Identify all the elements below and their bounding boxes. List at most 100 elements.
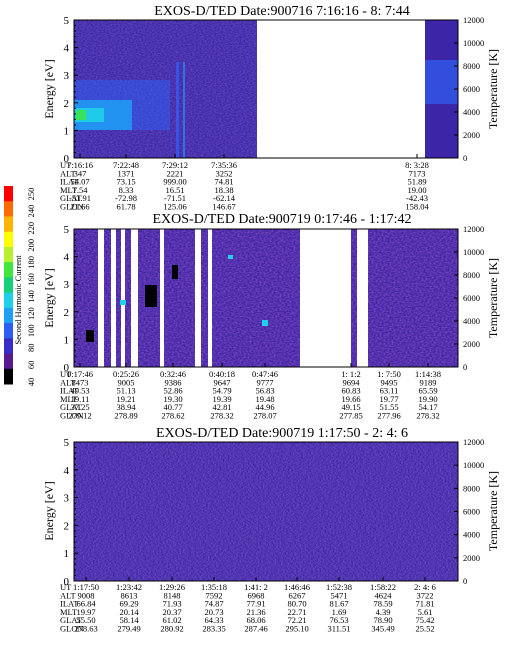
colorbar-swatch xyxy=(4,307,13,324)
info-row-label: MLT xyxy=(60,394,78,404)
info-cell: 1:41: 2 xyxy=(244,582,268,592)
info-cell: 279.49 xyxy=(117,624,140,634)
panel-2-gap-right xyxy=(300,229,351,367)
info-cell: 60.83 xyxy=(341,386,360,396)
info-cell: 279.12 xyxy=(68,411,91,421)
colorbar-swatch xyxy=(4,323,13,339)
info-cell: 6267 xyxy=(289,590,306,600)
panel-2-gap-c xyxy=(121,229,125,367)
y-tick-label: 4 xyxy=(64,252,70,264)
info-cell: 74.87 xyxy=(204,599,223,609)
colorbar-swatch xyxy=(4,368,13,385)
info-cell: 0:25:26 xyxy=(113,369,139,379)
info-cell: 69.29 xyxy=(119,599,138,609)
panel-1-green-band xyxy=(76,110,86,120)
colorbar-swatch xyxy=(4,246,13,263)
y-right-tick-label: 12000 xyxy=(463,224,484,234)
panel-2-black-c xyxy=(172,265,178,279)
panel-1: EXOS-D/TED Date:900716 7:16:16 - 8: 7:44… xyxy=(42,4,500,212)
panel-2-gap-d xyxy=(131,229,138,367)
colorbar-swatch xyxy=(4,277,13,294)
colorbar-tick-label: 240 xyxy=(26,205,36,218)
info-cell: 6968 xyxy=(248,590,265,600)
info-cell: 19.00 xyxy=(407,185,426,195)
info-cell: 277.85 xyxy=(339,411,362,421)
y-tick-label: 5 xyxy=(64,15,70,27)
info-cell: 4.39 xyxy=(376,607,391,617)
info-cell: 78.90 xyxy=(373,615,392,625)
info-cell: 71.81 xyxy=(415,599,434,609)
y-tick-label: 3 xyxy=(64,279,70,291)
info-cell: 278.32 xyxy=(210,411,233,421)
y-right-tick-label: 6000 xyxy=(463,293,480,303)
info-cell: 278.89 xyxy=(114,411,137,421)
panel-2-cyan-a xyxy=(120,300,126,305)
panel-2-gap-a xyxy=(98,229,104,367)
info-cell: 311.51 xyxy=(327,624,350,634)
info-cell: 278.62 xyxy=(161,411,184,421)
info-cell: 4624 xyxy=(375,590,393,600)
info-cell: 8473 xyxy=(72,377,89,387)
panel-3: EXOS-D/TED Date:900719 1:17:50 - 2: 4: 6… xyxy=(42,426,500,634)
y-tick-label: 1 xyxy=(64,548,70,560)
info-cell: 76.53 xyxy=(329,615,348,625)
colorbar-swatch xyxy=(4,292,13,309)
info-cell: 80.70 xyxy=(287,599,306,609)
info-cell: 61.78 xyxy=(116,202,135,212)
panel-2-title: EXOS-D/TED Date:900719 0:17:46 - 1:17:42 xyxy=(153,212,412,227)
info-cell: 19.30 xyxy=(163,394,182,404)
info-cell: -42.43 xyxy=(406,193,428,203)
info-cell: 345.49 xyxy=(371,624,394,634)
y-right-tick-label: 10000 xyxy=(463,460,484,470)
panel-3-plot-area xyxy=(73,441,459,582)
info-cell: 3722 xyxy=(417,590,434,600)
colorbar-tick-label: 60 xyxy=(26,361,36,370)
y-tick-label: 3 xyxy=(64,70,70,82)
colorbar-swatch xyxy=(4,262,13,278)
y-tick-label: 5 xyxy=(64,437,70,449)
y-right-tick-label: 12000 xyxy=(463,15,484,25)
panel-1-stripe-b xyxy=(183,62,185,158)
info-cell: 22.71 xyxy=(287,607,306,617)
panel-3-axes: 0 1 2 3 4 5 0 2000 4000 6000 8000 10000 12000 xyxy=(64,437,485,588)
info-cell: 44.96 xyxy=(255,402,274,412)
y-right-tick-label: 4000 xyxy=(463,316,480,326)
info-cell: 1:58:22 xyxy=(370,582,396,592)
info-cell: 8613 xyxy=(121,590,138,600)
panel-1-title: EXOS-D/TED Date:900716 7:16:16 - 8: 7:44 xyxy=(154,4,409,19)
colorbar-tick-label: 140 xyxy=(26,290,36,303)
colorbar-tick-label: 80 xyxy=(26,344,36,353)
y-tick-label: 3 xyxy=(64,493,70,505)
y-tick-label: 2 xyxy=(64,307,70,319)
y-right-tick-label: 10000 xyxy=(463,247,484,257)
info-row-label: UT xyxy=(60,369,72,379)
info-cell: 19.77 xyxy=(379,394,398,404)
info-cell: 52.86 xyxy=(163,386,182,396)
info-cell: 278.07 xyxy=(253,411,276,421)
y-right-tick-label: 12000 xyxy=(463,437,484,447)
info-cell: 61.02 xyxy=(162,615,181,625)
info-cell: 71.93 xyxy=(162,599,181,609)
info-cell: 8: 3:28 xyxy=(405,160,429,170)
info-row-label: GLON xyxy=(60,411,84,421)
colorbar-swatch xyxy=(4,353,13,370)
info-cell: 1371 xyxy=(118,168,135,178)
info-cell: 278.32 xyxy=(416,411,439,421)
info-cell: 1.69 xyxy=(332,607,347,617)
panel-3-ylabel: Energy [eV] xyxy=(42,481,56,540)
info-cell: 1:17:50 xyxy=(73,582,99,592)
y-right-tick-label: 0 xyxy=(463,576,467,586)
info-cell: 9386 xyxy=(165,377,182,387)
info-cell: 25.52 xyxy=(415,624,434,634)
info-cell: 19.66 xyxy=(341,394,360,404)
panel-3-ylabel-right: Temperature [K] xyxy=(486,471,500,551)
panel-2-ylabel-right: Temperature [K] xyxy=(486,258,500,338)
y-right-tick-label: 8000 xyxy=(463,270,480,280)
info-cell: 68.06 xyxy=(246,615,265,625)
panel-3-title: EXOS-D/TED Date:900719 1:17:50 - 2: 4: 6 xyxy=(156,426,408,441)
info-cell: 19.97 xyxy=(76,607,95,617)
panel-1-info-table: UT7:16:16 7:22:48 7:29:12 7:35:36 8: 3:28 ALT… xyxy=(60,160,429,212)
panel-1-axes: 0 1 2 3 4 5 0 2000 4000 6000 8000 10000 12000 xyxy=(64,15,485,165)
info-row-label: ILAT xyxy=(60,599,79,609)
